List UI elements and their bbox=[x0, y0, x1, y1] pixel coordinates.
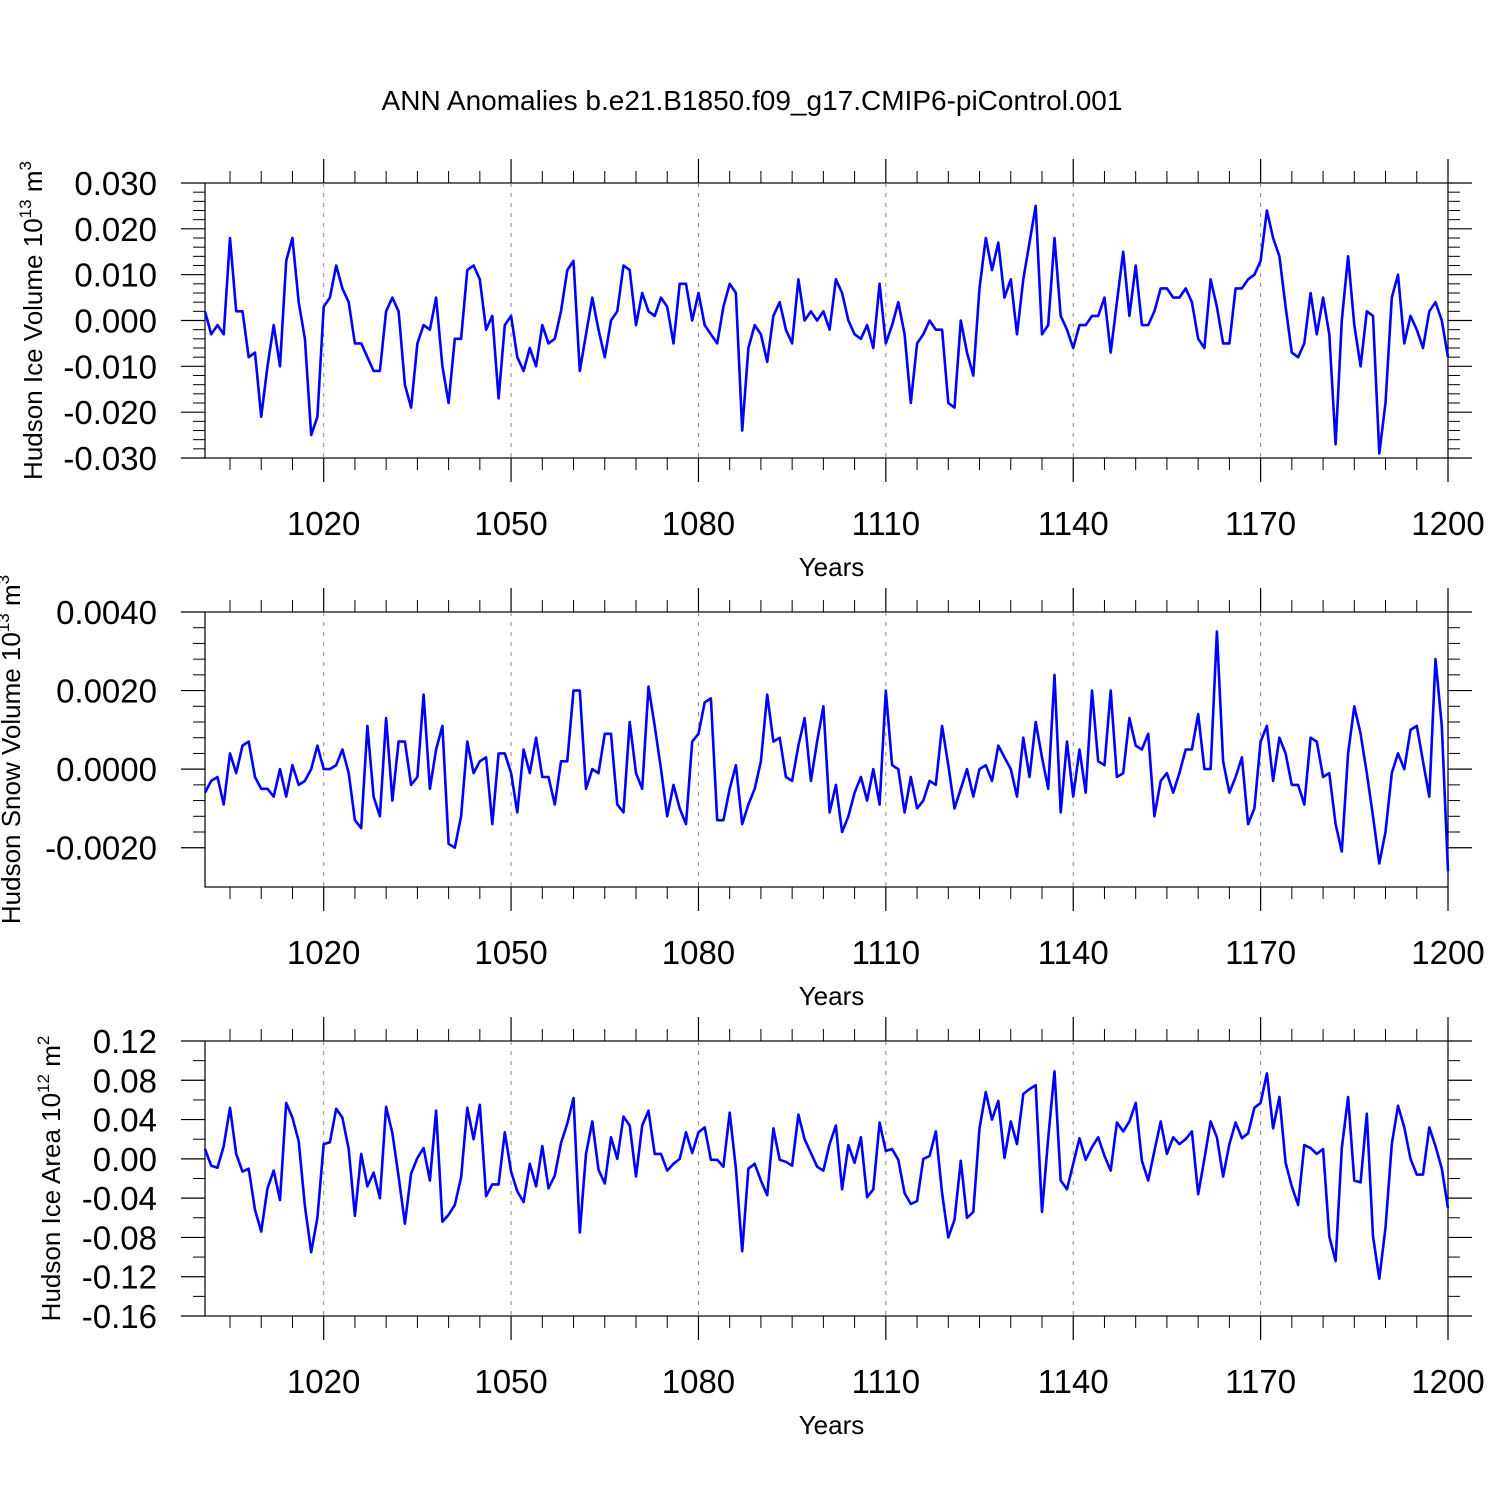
y-tick-label: 0.08 bbox=[93, 1062, 157, 1099]
y-axis-title-exponent: 12 bbox=[34, 1074, 53, 1093]
panel-3: 1020 1050 1080 1110 1140 1170 1200-0.16-0.12-0… bbox=[34, 1017, 1485, 1440]
y-tick-label: 0.010 bbox=[74, 257, 157, 294]
x-tick-label: 1140 bbox=[1038, 1363, 1109, 1400]
series-line-1 bbox=[203, 204, 1450, 455]
y-axis-title-unit-exponent: 3 bbox=[16, 161, 35, 170]
y-axis-title: Hudson Snow Volume 1013 m3 bbox=[0, 575, 26, 924]
y-tick-label: -0.04 bbox=[82, 1180, 157, 1217]
y-tick-label: -0.010 bbox=[63, 348, 157, 385]
y-axis-title-text: Hudson Ice Area 10 bbox=[36, 1093, 66, 1321]
y-tick-label: -0.08 bbox=[82, 1219, 157, 1256]
y-tick-label: -0.12 bbox=[82, 1259, 157, 1296]
y-axis-title-unit: m bbox=[0, 584, 26, 613]
x-tick-label: 1050 bbox=[474, 505, 547, 542]
x-tick-label: 1080 bbox=[662, 1363, 735, 1400]
y-tick-label: 0.0020 bbox=[56, 673, 157, 710]
y-axis-title-text: Hudson Ice Volume 10 bbox=[18, 218, 48, 480]
y-axis-title-exponent: 13 bbox=[0, 613, 13, 632]
y-tick-label: 0.04 bbox=[93, 1102, 157, 1139]
y-axis-title-unit-exponent: 3 bbox=[0, 575, 13, 584]
x-tick-label: 1170 bbox=[1225, 934, 1296, 971]
y-tick-label: 0.00 bbox=[93, 1141, 157, 1178]
y-tick-label: -0.16 bbox=[82, 1298, 157, 1335]
x-tick-label: 1020 bbox=[287, 505, 360, 542]
x-axis-title: Years bbox=[799, 552, 865, 582]
y-tick-label: 0.020 bbox=[74, 211, 157, 248]
x-axis-title: Years bbox=[799, 1410, 865, 1440]
x-tick-label: 1170 bbox=[1225, 505, 1296, 542]
y-tick-label: 0.12 bbox=[93, 1023, 157, 1060]
series-line-2 bbox=[203, 630, 1450, 872]
y-tick-label: -0.020 bbox=[63, 394, 157, 431]
panel-1: 1020 1050 1080 1110 1140 1170 1200 -0.030 -0.020… bbox=[16, 159, 1485, 582]
y-axis-title: Hudson Ice Volume 1013 m3 bbox=[16, 161, 48, 480]
x-tick-label: 1200 bbox=[1411, 934, 1484, 971]
plot-frame bbox=[204, 611, 1449, 888]
x-tick-label: 1110 bbox=[852, 505, 921, 542]
x-axis-title: Years bbox=[799, 981, 865, 1011]
x-tick-label: 1110 bbox=[852, 1363, 921, 1400]
y-tick-label: 0.000 bbox=[74, 303, 157, 340]
y-axis-title: Hudson Ice Area 1012 m2 bbox=[34, 1036, 66, 1322]
y-tick-label: -0.0020 bbox=[45, 830, 157, 867]
y-axis-title-unit: m bbox=[18, 171, 48, 200]
y-axis-title-unit: m bbox=[36, 1045, 66, 1074]
x-tick-label: 1080 bbox=[662, 505, 735, 542]
y-axis-title-exponent: 13 bbox=[16, 199, 35, 218]
y-tick-label: 0.0000 bbox=[56, 751, 157, 788]
x-tick-label: 1200 bbox=[1411, 1363, 1484, 1400]
plot-frame bbox=[204, 1040, 1449, 1317]
y-axis-title-unit-exponent: 2 bbox=[34, 1036, 53, 1045]
x-tick-label: 1170 bbox=[1225, 1363, 1296, 1400]
x-tick-label: 1020 bbox=[287, 1363, 360, 1400]
y-axis-title-text: Hudson Snow Volume 10 bbox=[0, 632, 26, 924]
y-tick-label: -0.030 bbox=[63, 440, 157, 477]
panel-2: 1020 1050 1080 1110 1140 1170 1200 -0.0020 0.000… bbox=[0, 575, 1485, 1011]
y-tick-label: 0.030 bbox=[74, 165, 157, 202]
y-tick-label: 0.0040 bbox=[56, 594, 157, 631]
x-tick-label: 1080 bbox=[662, 934, 735, 971]
x-tick-label: 1050 bbox=[474, 934, 547, 971]
x-tick-label: 1110 bbox=[852, 934, 921, 971]
x-tick-label: 1140 bbox=[1038, 505, 1109, 542]
x-tick-label: 1020 bbox=[287, 934, 360, 971]
chart-title: ANN Anomalies b.e21.B1850.f09_g17.CMIP6-… bbox=[382, 85, 1123, 116]
x-tick-label: 1050 bbox=[474, 1363, 547, 1400]
series-line-3 bbox=[203, 1070, 1450, 1280]
x-tick-label: 1200 bbox=[1411, 505, 1484, 542]
x-tick-label: 1140 bbox=[1038, 934, 1109, 971]
